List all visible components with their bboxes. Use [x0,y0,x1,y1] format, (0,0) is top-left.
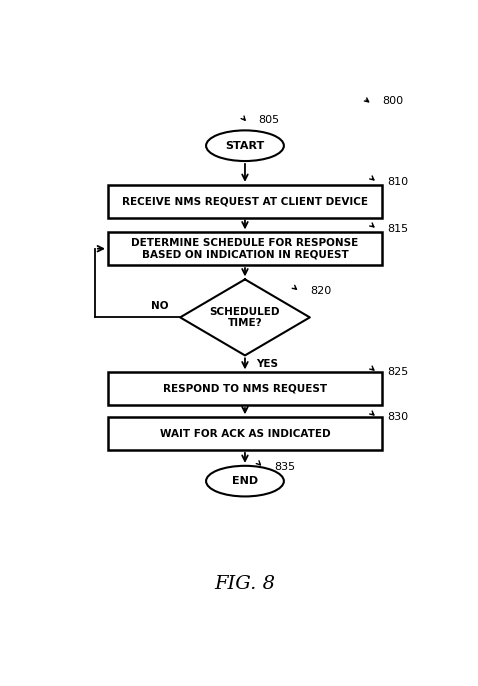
Text: RECEIVE NMS REQUEST AT CLIENT DEVICE: RECEIVE NMS REQUEST AT CLIENT DEVICE [122,196,368,206]
Text: 825: 825 [388,367,409,377]
Text: 815: 815 [388,224,409,234]
Text: RESPOND TO NMS REQUEST: RESPOND TO NMS REQUEST [163,383,327,394]
Text: 810: 810 [388,176,409,187]
Text: 805: 805 [258,115,279,126]
Text: START: START [225,141,265,151]
Text: SCHEDULED
TIME?: SCHEDULED TIME? [210,307,280,328]
Bar [108,185,382,217]
Bar [108,233,382,265]
Text: 830: 830 [388,412,409,422]
Text: YES: YES [256,359,278,369]
Text: NO: NO [151,301,169,311]
Text: 800: 800 [382,96,403,106]
Text: 835: 835 [274,462,295,472]
Text: 820: 820 [310,286,331,296]
Text: WAIT FOR ACK AS INDICATED: WAIT FOR ACK AS INDICATED [160,429,330,438]
Text: FIG. 8: FIG. 8 [215,575,275,593]
Bar [108,372,382,405]
Text: DETERMINE SCHEDULE FOR RESPONSE
BASED ON INDICATION IN REQUEST: DETERMINE SCHEDULE FOR RESPONSE BASED ON… [131,238,358,259]
Bar [108,417,382,450]
Text: END: END [232,476,258,486]
